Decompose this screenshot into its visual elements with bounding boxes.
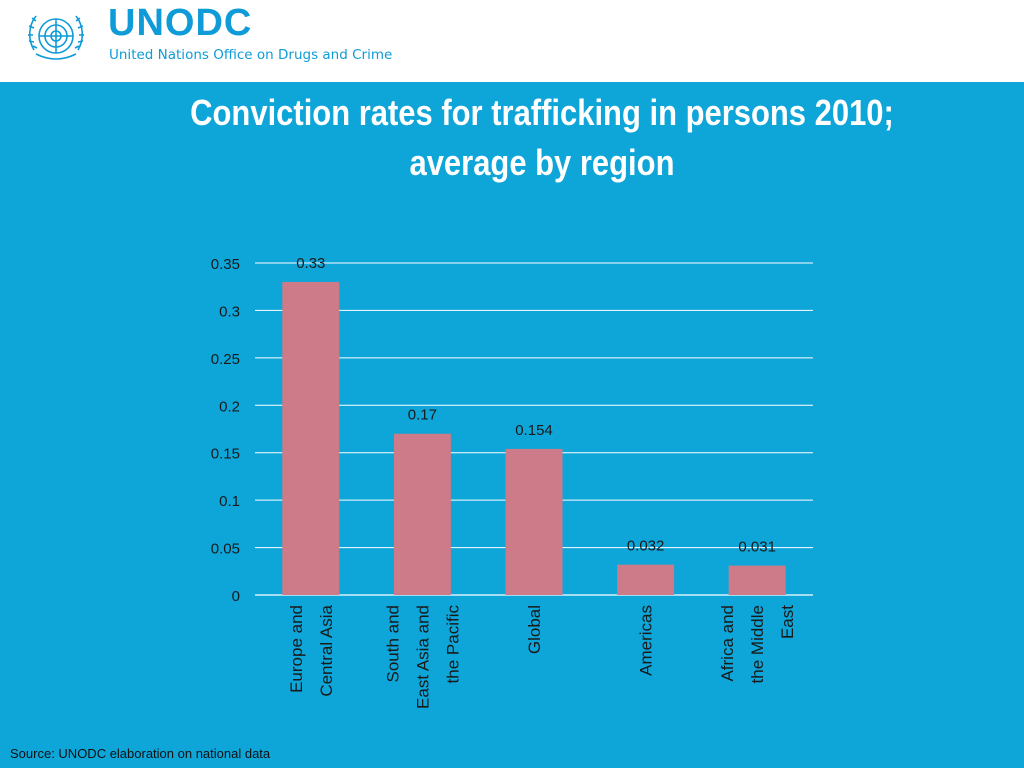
data-label: 0.154 (515, 422, 553, 439)
x-tick-label: Europe and Central Asia (287, 604, 336, 696)
y-tick-label: 0.1 (219, 493, 240, 510)
bar (617, 564, 675, 595)
header: UNODC United Nations Office on Drugs and… (0, 0, 1024, 82)
x-tick-label-line: Africa and (718, 605, 737, 682)
x-tick-label-line: Europe and (287, 605, 306, 693)
y-tick-label: 0.3 (219, 303, 240, 320)
x-tick-label-line: Americas (637, 605, 656, 676)
y-tick-label: 0.05 (211, 541, 240, 558)
org-name: UNODC (108, 2, 253, 44)
data-label: 0.33 (296, 255, 325, 272)
data-label: 0.032 (627, 538, 665, 555)
org-full-name: United Nations Office on Drugs and Crime (109, 47, 393, 63)
x-tick-label-line: East (778, 605, 797, 639)
x-tick-label: Global (525, 605, 544, 654)
title-line-1: Conviction rates for trafficking in pers… (190, 92, 894, 133)
x-tick-label-line: the Pacific (443, 605, 462, 684)
x-tick-label-line: South and (383, 605, 402, 683)
x-tick-label: South and East Asia and the Pacific (383, 605, 462, 709)
title-line-2: average by region (409, 142, 675, 183)
slide-title: Conviction rates for trafficking in pers… (127, 88, 956, 188)
un-emblem-icon (28, 15, 84, 60)
y-tick-label: 0 (232, 588, 240, 605)
y-tick-label: 0.35 (211, 256, 240, 273)
x-tick-label-line: Central Asia (317, 604, 336, 696)
source-note: Source: UNODC elaboration on national da… (10, 746, 271, 761)
data-label: 0.031 (738, 539, 776, 556)
bar (282, 281, 340, 595)
x-tick-label: Americas (637, 605, 656, 676)
y-tick-label: 0.25 (211, 351, 240, 368)
x-tick-label-line: East Asia and (413, 605, 432, 709)
bar (393, 433, 451, 595)
y-tick-label: 0.2 (219, 398, 240, 415)
x-tick-label: Africa and the Middle East (718, 605, 797, 684)
data-label: 0.17 (408, 407, 437, 424)
y-tick-label: 0.15 (211, 446, 240, 463)
slide-background (0, 82, 1024, 768)
bar (728, 565, 786, 595)
x-tick-label-line: the Middle (748, 605, 767, 683)
bar (505, 448, 563, 595)
x-tick-label-line: Global (525, 605, 544, 654)
